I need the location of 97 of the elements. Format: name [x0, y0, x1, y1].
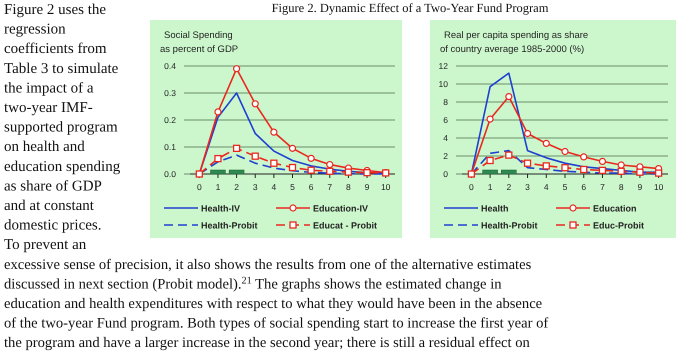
x-tick-label: 9: [638, 182, 643, 192]
point: [580, 166, 588, 174]
text: regression: [4, 22, 66, 38]
x-tick-label: 3: [252, 182, 258, 192]
y-tick-label: 4: [443, 133, 448, 143]
point: [486, 156, 494, 164]
x-tick-label: 9: [364, 182, 370, 192]
text: discussed in next section (Probit model).$^{21}$ The graphs shows the estimated change in: [4, 274, 502, 292]
text: of the two-year Fund program. Both types of social spending start to increase the first year of: [4, 316, 548, 332]
point: [214, 108, 222, 116]
y-tick-label: 0.0: [164, 169, 176, 179]
point: [270, 128, 278, 136]
point: [326, 168, 334, 175]
text: excessive sense of precision, it also shows the results from one of the alternative estimates: [4, 256, 532, 273]
text: supported program: [4, 120, 118, 136]
chart-title: Figure 2. Dynamic Effect of a Two-Year Fund Program: [272, 1, 549, 15]
text: coefficients from: [4, 41, 107, 58]
x-tick-label: 8: [618, 182, 624, 192]
text: education spending: [4, 158, 121, 175]
caption: Table 3 to simulate: [4, 60, 119, 77]
text: the program and have a larger increase in the second year; there is still a residual effect on: [4, 335, 531, 352]
y-tick-label: 8: [443, 97, 448, 107]
legend-label: Health: [481, 204, 509, 214]
point: [524, 130, 532, 138]
point: [618, 161, 625, 169]
point: [561, 164, 569, 172]
x-tick-label: 7: [600, 182, 606, 192]
y-tick-label: 0: [443, 169, 448, 179]
y-tick-label: 12: [438, 61, 448, 71]
legend-label: Health-Probit: [201, 220, 258, 230]
x-tick-label: 5: [562, 182, 568, 192]
legend-label: Educat - Probit: [313, 220, 378, 230]
point: [505, 151, 512, 159]
point: [598, 166, 606, 174]
y-tick-label: 0.1: [164, 142, 176, 152]
point: [252, 100, 259, 108]
x-tick-label: 3: [525, 182, 530, 192]
point: [561, 148, 569, 156]
x-tick-label: 6: [581, 182, 586, 192]
x-tick-label: 0: [468, 182, 474, 192]
point: [344, 168, 352, 176]
x-tick-label: 0: [196, 182, 202, 192]
point: [486, 116, 494, 123]
point: [288, 144, 296, 152]
x-tick-label: 4: [544, 182, 549, 192]
point: [214, 154, 222, 162]
legend-label: Education-IV: [313, 204, 368, 214]
x-tick-label: 2: [506, 182, 512, 192]
x-tick-label: 10: [380, 182, 391, 192]
y-tick-label: 10: [438, 79, 448, 89]
point: [252, 152, 259, 160]
point: [636, 168, 644, 176]
legend-label: Educ-Probit: [593, 220, 644, 230]
point: [363, 169, 371, 176]
x-tick-label: 5: [290, 182, 296, 192]
point: [326, 160, 334, 168]
x-tick-label: 10: [654, 182, 664, 192]
x-tick-label: 7: [327, 182, 332, 192]
y-tick-label: 0.3: [164, 88, 176, 98]
text: as share of GDP: [4, 178, 102, 194]
point: [308, 154, 315, 162]
point: [270, 160, 278, 167]
text: and at constant: [4, 198, 95, 214]
text: two-year IMF-: [4, 100, 93, 116]
point: [654, 169, 662, 177]
point: [598, 158, 606, 165]
x-tick-label: 2: [234, 182, 240, 192]
text: the impact of a: [4, 80, 94, 96]
text: on health and: [4, 139, 86, 156]
x-tick-label: 6: [308, 182, 314, 192]
point: [542, 140, 550, 147]
text: education and health expenditures with respect to what they would have been in the absence: [4, 296, 542, 312]
point: [505, 93, 512, 100]
y-axis-title: Social Spending as percent of GDP: [160, 30, 238, 55]
caption: Figure 2 uses the: [4, 2, 106, 18]
y-tick-label: 0.2: [164, 115, 176, 125]
y-tick-label: 0.4: [164, 61, 176, 71]
x-tick-label: 1: [216, 182, 221, 192]
y-tick-label: 6: [443, 115, 448, 125]
point: [542, 162, 550, 170]
y-tick-label: 2: [443, 151, 448, 161]
text: domestic prices.: [4, 218, 102, 234]
x-tick-label: 4: [271, 182, 276, 192]
text: To prevent an: [4, 237, 87, 254]
x-tick-label: 1: [488, 182, 493, 192]
point: [232, 65, 240, 72]
x-tick-label: 8: [346, 182, 352, 192]
point: [288, 164, 296, 172]
legend-label: Health-Probit: [481, 220, 538, 230]
point: [307, 166, 315, 174]
point: [618, 168, 625, 175]
point: [580, 153, 588, 160]
point: [524, 160, 532, 167]
legend-label: Health-IV: [201, 204, 240, 214]
y-axis-title: Real per capita spending as share of country average 1985-2000 (%): [440, 30, 588, 55]
point: [232, 144, 240, 152]
legend-label: Education: [593, 204, 637, 214]
